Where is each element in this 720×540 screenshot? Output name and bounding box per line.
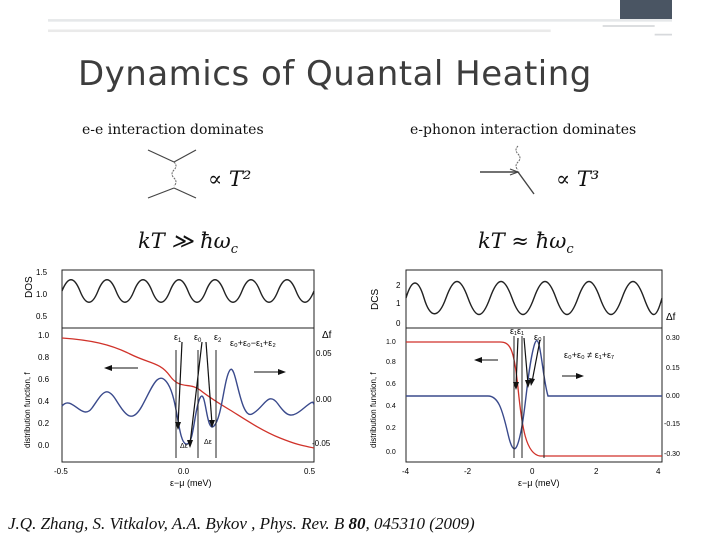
left-delta-eps: Δε bbox=[180, 443, 188, 450]
right-dos-curve bbox=[405, 280, 663, 316]
left-eps2: ε2 bbox=[214, 332, 222, 344]
right-f-tick: 1.0 bbox=[386, 339, 396, 346]
right-x-tick: -4 bbox=[402, 467, 410, 476]
right-dos-tick: 2 bbox=[396, 281, 401, 290]
left-f-tick: 1.0 bbox=[38, 331, 50, 340]
left-f-tick: 0.8 bbox=[38, 353, 50, 362]
right-equation: ε₀+ε₀ ≠ ε₁+ε₇ bbox=[564, 350, 614, 360]
right-f-tick: 0.4 bbox=[386, 403, 396, 410]
left-delta-eps: Δε bbox=[204, 439, 212, 446]
left-figure: DOS 1.5 1.0 0.5 distribution function, f… bbox=[20, 258, 340, 488]
left-f-label: distribution function, f bbox=[23, 372, 32, 448]
right-x-tick: 4 bbox=[656, 467, 661, 476]
left-df-tick: 0.05 bbox=[316, 349, 332, 358]
left-x-tick: -0.5 bbox=[54, 467, 68, 476]
right-figure: DCS 2 1 0 distribution function, f 1.0 0… bbox=[368, 258, 698, 488]
slide-title: Dynamics of Quantal Heating bbox=[78, 54, 592, 94]
left-scaling: ∝ T² bbox=[208, 167, 252, 191]
e-phonon-diagram bbox=[480, 145, 535, 195]
right-df-tick: 0.00 bbox=[666, 393, 680, 400]
right-x-tick: 2 bbox=[594, 467, 599, 476]
left-blue-curve bbox=[61, 368, 315, 445]
left-f-tick: 0.4 bbox=[38, 397, 50, 406]
left-f-tick: 0.6 bbox=[38, 375, 50, 384]
left-dos-tick: 1.0 bbox=[36, 290, 48, 299]
left-dos-tick: 0.5 bbox=[36, 312, 48, 321]
right-f-tick: 0.6 bbox=[386, 381, 396, 388]
right-f-tick: 0.0 bbox=[386, 449, 396, 456]
left-x-tick: 0.5 bbox=[304, 467, 316, 476]
right-eps0: ε₀ bbox=[534, 332, 542, 342]
right-eps-pair: ε₁ε₁ bbox=[510, 326, 524, 336]
right-df-tick: 0.15 bbox=[666, 365, 680, 372]
left-f-tick: 0.2 bbox=[38, 419, 50, 428]
right-red-curve bbox=[406, 341, 662, 457]
left-df-label: Δf bbox=[322, 330, 332, 341]
left-heading: e-e interaction dominates bbox=[82, 122, 264, 138]
right-dos-tick: 0 bbox=[396, 319, 401, 328]
right-dos-label: DCS bbox=[370, 289, 381, 310]
left-dos-label: DOS bbox=[24, 276, 35, 298]
left-f-tick: 0.0 bbox=[38, 441, 50, 450]
left-red-curve bbox=[61, 337, 315, 449]
right-df-tick: -0.30 bbox=[664, 451, 680, 458]
right-df-label: Δf bbox=[666, 312, 676, 323]
right-dos-tick: 1 bbox=[396, 299, 401, 308]
top-accent-bar bbox=[48, 0, 672, 36]
right-f-tick: 0.2 bbox=[386, 425, 396, 432]
left-condition: kT ≫ ħωc bbox=[138, 229, 238, 258]
left-dos-tick: 1.5 bbox=[36, 268, 48, 277]
right-condition: kT ≈ ħωc bbox=[478, 229, 574, 258]
left-eps1: ε1 bbox=[174, 332, 182, 344]
left-x-label: ε−μ (meV) bbox=[170, 478, 211, 488]
right-f-tick: 0.8 bbox=[386, 359, 396, 366]
right-heading: e-phonon interaction dominates bbox=[410, 122, 637, 138]
right-x-tick: 0 bbox=[530, 467, 535, 476]
right-scaling: ∝ T³ bbox=[556, 167, 600, 191]
right-x-tick: -2 bbox=[464, 467, 472, 476]
right-df-tick: 0.30 bbox=[666, 335, 680, 342]
right-x-label: ε−μ (meV) bbox=[518, 478, 559, 488]
right-blue-curve bbox=[406, 340, 662, 450]
left-equation: ε₀+ε₀−ε₁+ε₂ bbox=[230, 338, 276, 348]
right-df-tick: -0.15 bbox=[664, 421, 680, 428]
left-x-tick: 0.0 bbox=[178, 467, 190, 476]
left-eps0: ε0 bbox=[194, 332, 202, 344]
right-f-label: distribution function, f bbox=[369, 372, 378, 448]
left-df-tick: 0.00 bbox=[316, 395, 332, 404]
left-df-tick: -0.05 bbox=[312, 439, 331, 448]
left-dos-curve bbox=[61, 279, 315, 303]
ee-interaction-diagram bbox=[147, 149, 197, 199]
citation: J.Q. Zhang, S. Vitkalov, A.A. Bykov , Ph… bbox=[8, 514, 475, 533]
